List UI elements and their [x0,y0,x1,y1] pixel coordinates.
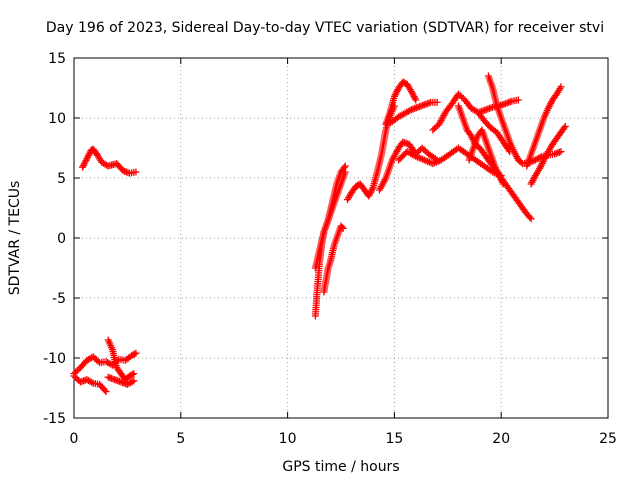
data-point [429,126,437,134]
data-point [368,185,376,193]
data-point [406,107,414,114]
x-tick-label: 25 [599,431,617,447]
data-series [429,90,514,156]
data-point [101,386,109,394]
data-point [94,357,102,365]
x-tick-label: 5 [176,431,185,447]
x-tick-label: 20 [492,431,510,447]
data-point [73,375,81,383]
y-tick-label: 0 [57,231,66,247]
data-point [73,367,81,375]
data-point [128,370,136,378]
data-point [458,93,466,101]
chart-title: Day 196 of 2023, Sidereal Day-to-day VTE… [46,20,604,36]
data-point [341,162,349,170]
data-point [70,372,78,380]
data-point [560,124,568,132]
x-tick-label: 15 [385,431,403,447]
data-point [130,370,138,378]
data-point [72,374,80,381]
data-series [382,98,441,128]
data-point [557,148,565,156]
data-series [320,222,347,296]
data-point [340,164,348,171]
x-tick-label: 10 [279,431,297,447]
data-point [338,223,346,231]
data-series [476,96,522,116]
data-point [420,146,428,153]
data-series [527,122,569,188]
y-tick-label: -15 [43,411,66,427]
data-point [89,353,97,361]
data-point [130,377,138,385]
data-point [430,125,438,132]
axis-ticks [73,57,609,419]
data-point [102,388,110,396]
data-series [79,145,140,177]
x-axis-label: GPS time / hours [282,459,399,475]
data-point [498,178,506,186]
y-tick-labels: -15 -10 -5 0 5 10 15 [43,51,66,427]
data-points [70,72,569,396]
data-point [454,90,462,98]
data-point [433,98,441,106]
data-point [557,83,565,91]
data-point [536,153,544,161]
data-point [561,122,569,130]
data-series [382,78,420,128]
x-tick-labels: 0 5 10 15 20 25 [70,431,617,447]
data-point [91,354,99,362]
data-series [465,126,507,188]
data-point [514,96,522,104]
data-point [341,168,349,176]
data-point [415,147,423,155]
data-point [527,215,535,223]
y-tick-label: 5 [57,171,66,187]
data-series [311,168,349,272]
data-point [421,147,429,155]
y-tick-label: 15 [48,51,66,67]
data-point [88,378,96,386]
data-point [128,378,136,386]
data-point [92,356,100,364]
grid-lines [74,58,608,418]
data-series [70,372,110,396]
data-point [418,144,426,152]
data-point [432,123,440,131]
data-point [339,224,347,232]
y-tick-label: -5 [52,291,66,307]
data-point [132,349,140,357]
data-point [132,168,140,176]
x-tick-label: 0 [70,431,79,447]
y-tick-label: -10 [43,351,66,367]
data-series [523,83,565,170]
y-tick-label: 10 [48,111,66,127]
data-series [343,102,398,204]
data-point [526,213,534,221]
data-point [456,92,464,99]
data-series [104,373,138,388]
data-point [499,180,507,188]
data-point [411,94,419,102]
data-series [375,138,441,194]
data-point [131,350,139,358]
data-point [412,96,420,104]
data-series [484,72,565,168]
y-axis-label: SDTVAR / TECUs [7,181,23,296]
data-series [104,336,138,384]
